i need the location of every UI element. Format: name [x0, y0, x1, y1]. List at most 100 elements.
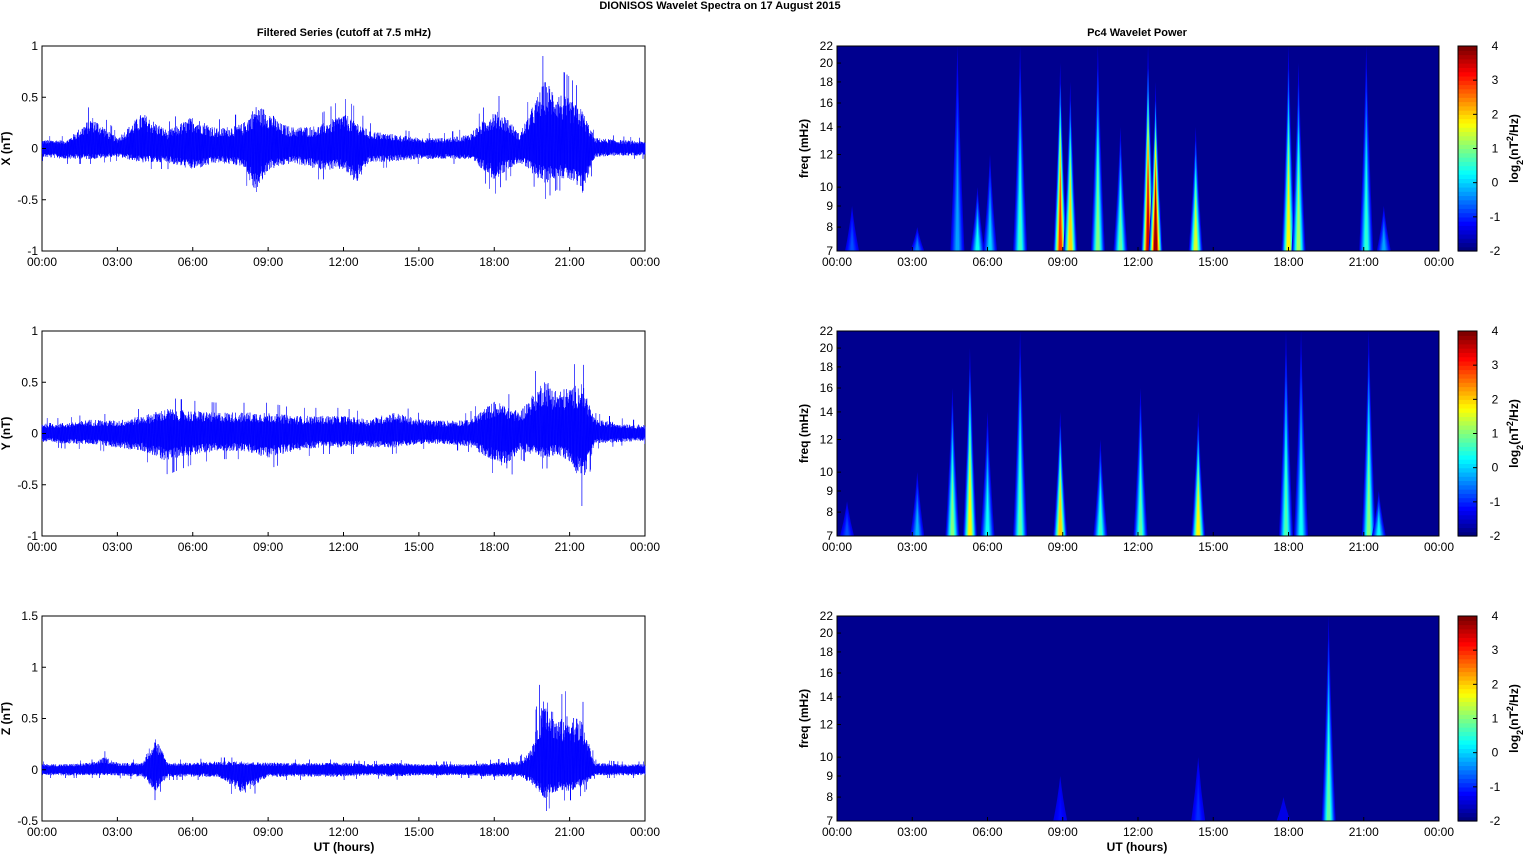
x-wavelet-burst	[1018, 158, 1022, 251]
z-wavelet-ytick-label: 14	[820, 690, 834, 704]
z-series-xtick-label: 00:00	[27, 825, 57, 839]
y-series-xtick-label: 18:00	[479, 540, 509, 554]
z-wavelet-colorbar-step	[1458, 701, 1477, 707]
x-wavelet-colorbar-step	[1458, 131, 1477, 137]
y-wavelet-colorbar-step	[1458, 429, 1477, 435]
x-wavelet-colorbar-step	[1458, 152, 1477, 158]
y-wavelet-burst	[1284, 443, 1288, 536]
x-wavelet-cbar-tick-label: 4	[1492, 39, 1499, 53]
y-wavelet-colorbar-step	[1458, 442, 1477, 447]
z-wavelet-colorbar-step	[1458, 688, 1477, 694]
y-series-ytick-label: 1	[31, 324, 38, 338]
x-wavelet-ylabel: freq (mHz)	[797, 119, 811, 178]
z-wavelet-xtick-label: 21:00	[1349, 825, 1379, 839]
z-series-trace	[41, 684, 646, 812]
x-wavelet-ytick-label: 14	[820, 120, 834, 134]
z-wavelet-cbar-tick-label: 2	[1492, 677, 1499, 691]
x-wavelet-colorbar-step	[1458, 238, 1477, 244]
x-wavelet-bursts	[845, 46, 1391, 251]
x-wavelet-ytick-label: 20	[820, 56, 834, 70]
z-series-xtick-label: 00:00	[630, 825, 660, 839]
x-wavelet-ytick-label: 22	[820, 39, 834, 53]
z-wavelet-colorbar: -2 -1 0 1 2 3 4 log2(nT2/Hz)	[1457, 609, 1525, 828]
x-wavelet-ytick-label: 12	[820, 148, 834, 162]
z-wavelet-colorbar-step	[1458, 786, 1477, 792]
y-wavelet-colorbar-step	[1458, 446, 1477, 452]
x-wavelet-xtick-label: 03:00	[897, 255, 927, 269]
z-wavelet-xtick-label: 15:00	[1198, 825, 1228, 839]
z-wavelet-xtick-label: 12:00	[1123, 825, 1153, 839]
y-wavelet-colorbar-step	[1458, 437, 1477, 443]
x-wavelet-colorbar-step	[1458, 105, 1477, 111]
x-wavelet-ytick-label: 10	[820, 180, 834, 194]
x-series-ytick-label: 0	[31, 142, 38, 156]
z-series-ytick-label: -0.5	[17, 814, 38, 828]
x-wavelet-cbar-tick-label: -1	[1490, 210, 1501, 224]
x-wavelet-colorbar-step	[1458, 139, 1477, 145]
z-series-xtick-label: 15:00	[404, 825, 434, 839]
x-wavelet-colorbar-step	[1458, 127, 1477, 133]
x-wavelet-burst	[1146, 158, 1150, 251]
x-wavelet-cbar-tick-label: 0	[1492, 176, 1499, 190]
y-wavelet-ytick-label: 9	[826, 484, 833, 498]
x-wavelet-colorbar-step	[1458, 225, 1477, 231]
x-wavelet-colorbar-step	[1458, 46, 1477, 51]
y-wavelet-colorbar-step	[1458, 433, 1477, 439]
z-wavelet-xtick-label: 18:00	[1273, 825, 1303, 839]
z-wavelet-colorbar-step	[1458, 628, 1477, 634]
y-series-xtick-label: 03:00	[102, 540, 132, 554]
x-wavelet-colorbar-step	[1458, 204, 1477, 209]
x-wavelet-cbar-tick-label: -2	[1490, 244, 1501, 258]
x-wavelet-colorbar-step	[1458, 208, 1477, 214]
y-wavelet-colorbar-step	[1458, 459, 1477, 464]
x-wavelet-colorbar-step	[1458, 157, 1477, 162]
z-wavelet-colorbar-label: log2(nT2/Hz)	[1505, 684, 1525, 753]
y-wavelet-colorbar-step	[1458, 339, 1477, 345]
y-series-ylabel: Y (nT)	[0, 417, 13, 451]
y-wavelet-colorbar-step	[1458, 510, 1477, 516]
z-wavelet-bursts	[1053, 616, 1336, 821]
x-wavelet-colorbar-step	[1458, 63, 1477, 68]
x-wavelet-ytick-label: 7	[826, 244, 833, 258]
x-wavelet-colorbar-step	[1458, 246, 1477, 252]
z-wavelet-ytick-label: 9	[826, 769, 833, 783]
z-wavelet-colorbar-step	[1458, 697, 1477, 703]
x-series-xtick-label: 12:00	[328, 255, 358, 269]
y-wavelet-colorbar-step	[1458, 407, 1477, 413]
y-series-ytick-label: 0.5	[21, 375, 38, 389]
y-wavelet-burst	[1138, 469, 1143, 536]
z-wavelet-cbar-tick-label: 4	[1492, 609, 1499, 623]
x-wavelet-xtick-label: 06:00	[972, 255, 1002, 269]
y-wavelet-burst	[915, 507, 920, 536]
y-wavelet-xtick-label: 06:00	[972, 540, 1002, 554]
x-wavelet-colorbar-step	[1458, 182, 1477, 188]
x-wavelet-cbar-tick-label: 3	[1492, 73, 1499, 87]
y-wavelet-colorbar-step	[1458, 450, 1477, 456]
left-x-axis-label: UT (hours)	[314, 840, 375, 854]
z-wavelet-colorbar-step	[1458, 722, 1477, 728]
z-wavelet-colorbar-step	[1458, 816, 1477, 822]
z-wavelet-cbar-tick-label: 1	[1492, 712, 1499, 726]
z-wavelet-cbar-tick-label: 3	[1492, 643, 1499, 657]
z-wavelet-colorbar-step	[1458, 624, 1477, 630]
x-wavelet-colorbar-step	[1458, 135, 1477, 141]
z-wavelet-colorbar-step	[1458, 748, 1477, 754]
x-wavelet-colorbar-step	[1458, 50, 1477, 56]
y-wavelet-burst	[845, 520, 849, 536]
x-wavelet-burst	[1382, 230, 1386, 251]
x-wavelet-burst	[1118, 195, 1123, 251]
x-wavelet-ytick-label: 8	[826, 220, 833, 234]
x-series-xtick-label: 09:00	[253, 255, 283, 269]
x-wavelet-colorbar-step	[1458, 122, 1477, 128]
y-series-xtick-label: 09:00	[253, 540, 283, 554]
y-wavelet-xtick-label: 00:00	[1424, 540, 1454, 554]
x-wavelet-ytick-label: 16	[820, 96, 834, 110]
y-wavelet-colorbar-step	[1458, 365, 1477, 371]
x-series-xtick-label: 18:00	[479, 255, 509, 269]
y-series-xtick-label: 06:00	[178, 540, 208, 554]
z-wavelet-cbar-tick-label: -1	[1490, 780, 1501, 794]
y-wavelet-colorbar-step	[1458, 454, 1477, 460]
